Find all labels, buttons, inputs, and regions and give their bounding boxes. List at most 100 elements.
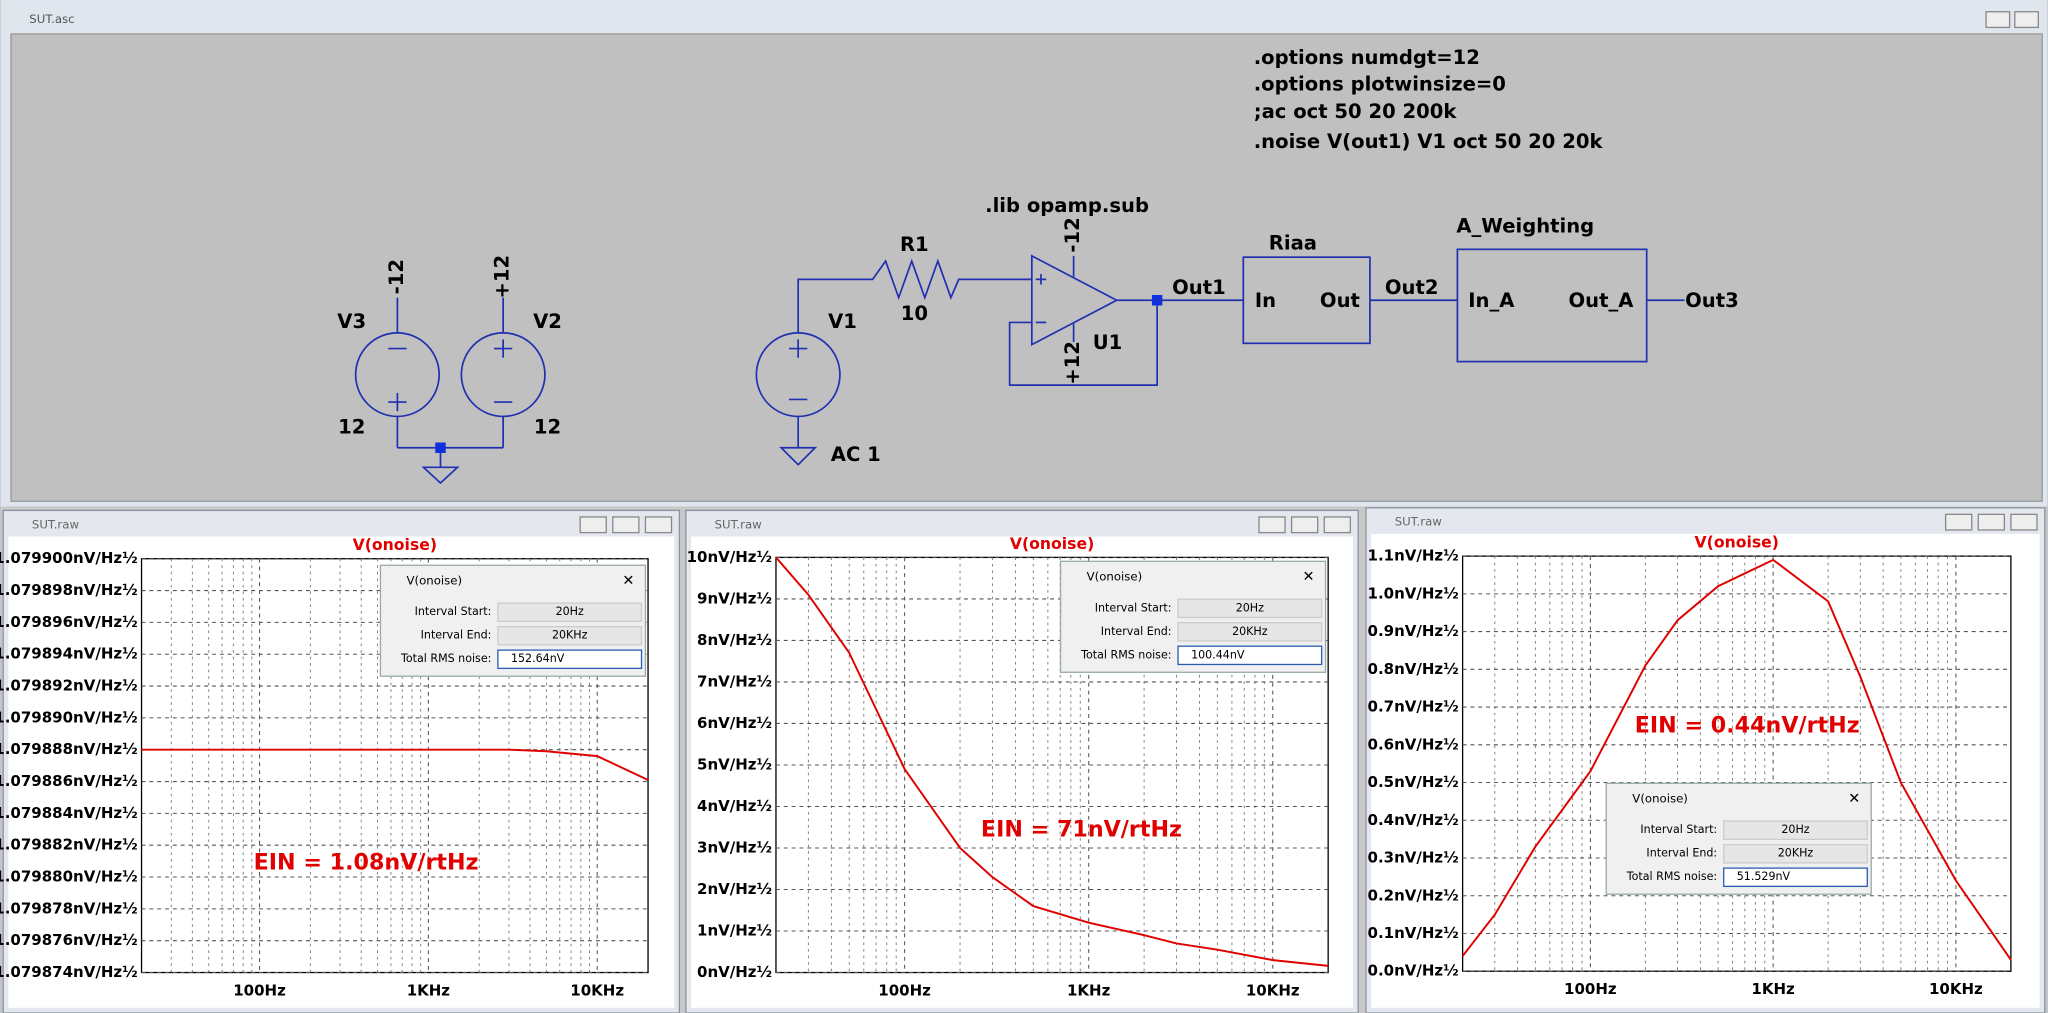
window-button[interactable] <box>644 516 673 534</box>
y-tick-label: 1.079890nV/Hz½ <box>0 708 138 726</box>
plot-title: V(onoise) <box>1010 534 1094 553</box>
series-line <box>1461 558 2012 961</box>
label: -12 <box>385 259 408 294</box>
window-button[interactable] <box>1323 516 1352 534</box>
y-tick-label: 6nV/Hz½ <box>697 714 772 732</box>
y-tick-label: 1.079900nV/Hz½ <box>0 549 138 567</box>
plot-title: V(onoise) <box>1695 533 1779 552</box>
field-value: 20KHz <box>1778 847 1814 860</box>
label: AC 1 <box>831 443 881 466</box>
dialog-close[interactable]: ✕ <box>1303 569 1315 585</box>
label: Out3 <box>1685 289 1739 312</box>
y-tick-label: 0.0nV/Hz½ <box>1368 962 1459 980</box>
y-tick-label: 1.1nV/Hz½ <box>1368 547 1459 565</box>
window-title: SUT.raw <box>715 517 763 531</box>
y-tick-label: 0nV/Hz½ <box>697 963 772 981</box>
label: Out2 <box>1385 276 1439 299</box>
y-tick-label: 1.079892nV/Hz½ <box>0 677 138 695</box>
window-title: SUT.asc <box>29 12 74 26</box>
y-tick-label: 1.079888nV/Hz½ <box>0 740 138 758</box>
y-tick-label: 1.079878nV/Hz½ <box>0 899 138 917</box>
y-tick-label: 1.079876nV/Hz½ <box>0 931 138 949</box>
field-label: Interval Start: <box>415 605 492 618</box>
window-buttons[interactable] <box>1985 11 2039 29</box>
field-value: 20Hz <box>556 605 584 618</box>
label: +12 <box>1061 341 1084 385</box>
label: Out <box>1320 289 1360 312</box>
y-tick-label: 4nV/Hz½ <box>697 797 772 815</box>
y-tick-label: 1.079886nV/Hz½ <box>0 772 138 790</box>
field-label: Total RMS noise: <box>1080 648 1171 661</box>
y-tick-label: 10nV/Hz½ <box>687 548 772 566</box>
dialog: V(onoise) ✕ Interval Start: 20Hz Interval En… <box>379 564 647 677</box>
directive: .options numdgt=12 <box>1254 46 1480 69</box>
field-value: 20KHz <box>552 629 588 642</box>
field-label: Interval Start: <box>1640 823 1717 836</box>
window-button[interactable] <box>612 516 640 534</box>
plot-title: V(onoise) <box>353 535 437 554</box>
window-button[interactable] <box>1258 516 1286 534</box>
y-tick-label: 3nV/Hz½ <box>697 838 772 856</box>
label: V3 <box>337 310 366 333</box>
y-tick-label: 0.9nV/Hz½ <box>1368 622 1459 640</box>
schematic-shapes <box>354 248 1685 485</box>
label: V2 <box>533 310 562 333</box>
label: 10 <box>901 302 928 325</box>
window-button[interactable] <box>1944 513 1973 531</box>
y-tick-label: 1.079884nV/Hz½ <box>0 804 138 822</box>
field-label: Interval Start: <box>1095 601 1172 614</box>
y-tick-label: 0.7nV/Hz½ <box>1368 698 1459 716</box>
field-box[interactable] <box>1177 598 1323 619</box>
dialog-close[interactable]: ✕ <box>1848 791 1860 807</box>
field-label: Total RMS noise: <box>400 652 491 665</box>
label: .lib opamp.sub <box>985 194 1149 217</box>
field-box[interactable] <box>1177 622 1323 642</box>
y-tick-label: 1.079894nV/Hz½ <box>0 645 138 663</box>
window-button[interactable] <box>1290 516 1319 534</box>
series-line <box>141 748 649 781</box>
field-value: 20KHz <box>1232 625 1268 638</box>
directives: .options numdgt=12 .options plotwinsize=… <box>1254 46 1604 153</box>
x-tick-label: 10KHz <box>1929 980 1983 998</box>
y-tick-label: 0.5nV/Hz½ <box>1368 773 1459 791</box>
label: V1 <box>828 310 857 333</box>
plot-area-bg <box>1371 533 2040 1008</box>
y-tick-label: 5nV/Hz½ <box>697 755 772 773</box>
field-label: Interval End: <box>1646 847 1717 860</box>
x-tick-label: 10KHz <box>570 981 624 999</box>
field-box[interactable] <box>1723 843 1868 864</box>
y-tick-label: 9nV/Hz½ <box>697 589 772 607</box>
field-box[interactable] <box>497 649 643 670</box>
field-box[interactable] <box>497 602 643 623</box>
label: +12 <box>491 255 514 299</box>
window-button[interactable] <box>2010 513 2038 531</box>
series-line <box>775 556 1329 967</box>
y-tick-label: 1.0nV/Hz½ <box>1368 584 1459 602</box>
field-box[interactable] <box>1177 645 1323 666</box>
x-tick-label: 100Hz <box>878 981 931 999</box>
field-box[interactable] <box>497 625 643 646</box>
field-box[interactable] <box>1723 867 1868 888</box>
y-tick-label: 1.079898nV/Hz½ <box>0 581 138 599</box>
window-button[interactable] <box>1977 513 2006 531</box>
y-tick-label: 2nV/Hz½ <box>697 880 772 898</box>
label: U1 <box>1093 331 1123 354</box>
y-tick-label: 1nV/Hz½ <box>697 922 772 940</box>
schematic-canvas <box>10 33 2043 502</box>
dialog-close[interactable]: ✕ <box>622 573 634 589</box>
dialog: V(onoise) ✕ Interval Start: 20Hz Interval En… <box>1059 560 1327 673</box>
x-tick-label: 1KHz <box>1067 981 1111 999</box>
window-title: SUT.raw <box>32 517 80 531</box>
y-tick-label: 0.2nV/Hz½ <box>1368 886 1459 904</box>
y-tick-label: 7nV/Hz½ <box>697 672 772 690</box>
dialog: V(onoise) ✕ Interval Start: 20Hz Interval En… <box>1605 782 1872 895</box>
y-tick-label: 0.3nV/Hz½ <box>1368 849 1459 867</box>
field-label: Interval End: <box>1101 625 1172 638</box>
field-value: 20Hz <box>1236 601 1264 614</box>
y-tick-label: 8nV/Hz½ <box>697 631 772 649</box>
window-button[interactable] <box>579 516 607 534</box>
field-box[interactable] <box>1723 820 1868 841</box>
field-value: 100.44nV <box>1191 648 1245 661</box>
dialog-title: V(onoise) <box>1632 791 1688 805</box>
window-title: SUT.raw <box>1395 515 1443 529</box>
